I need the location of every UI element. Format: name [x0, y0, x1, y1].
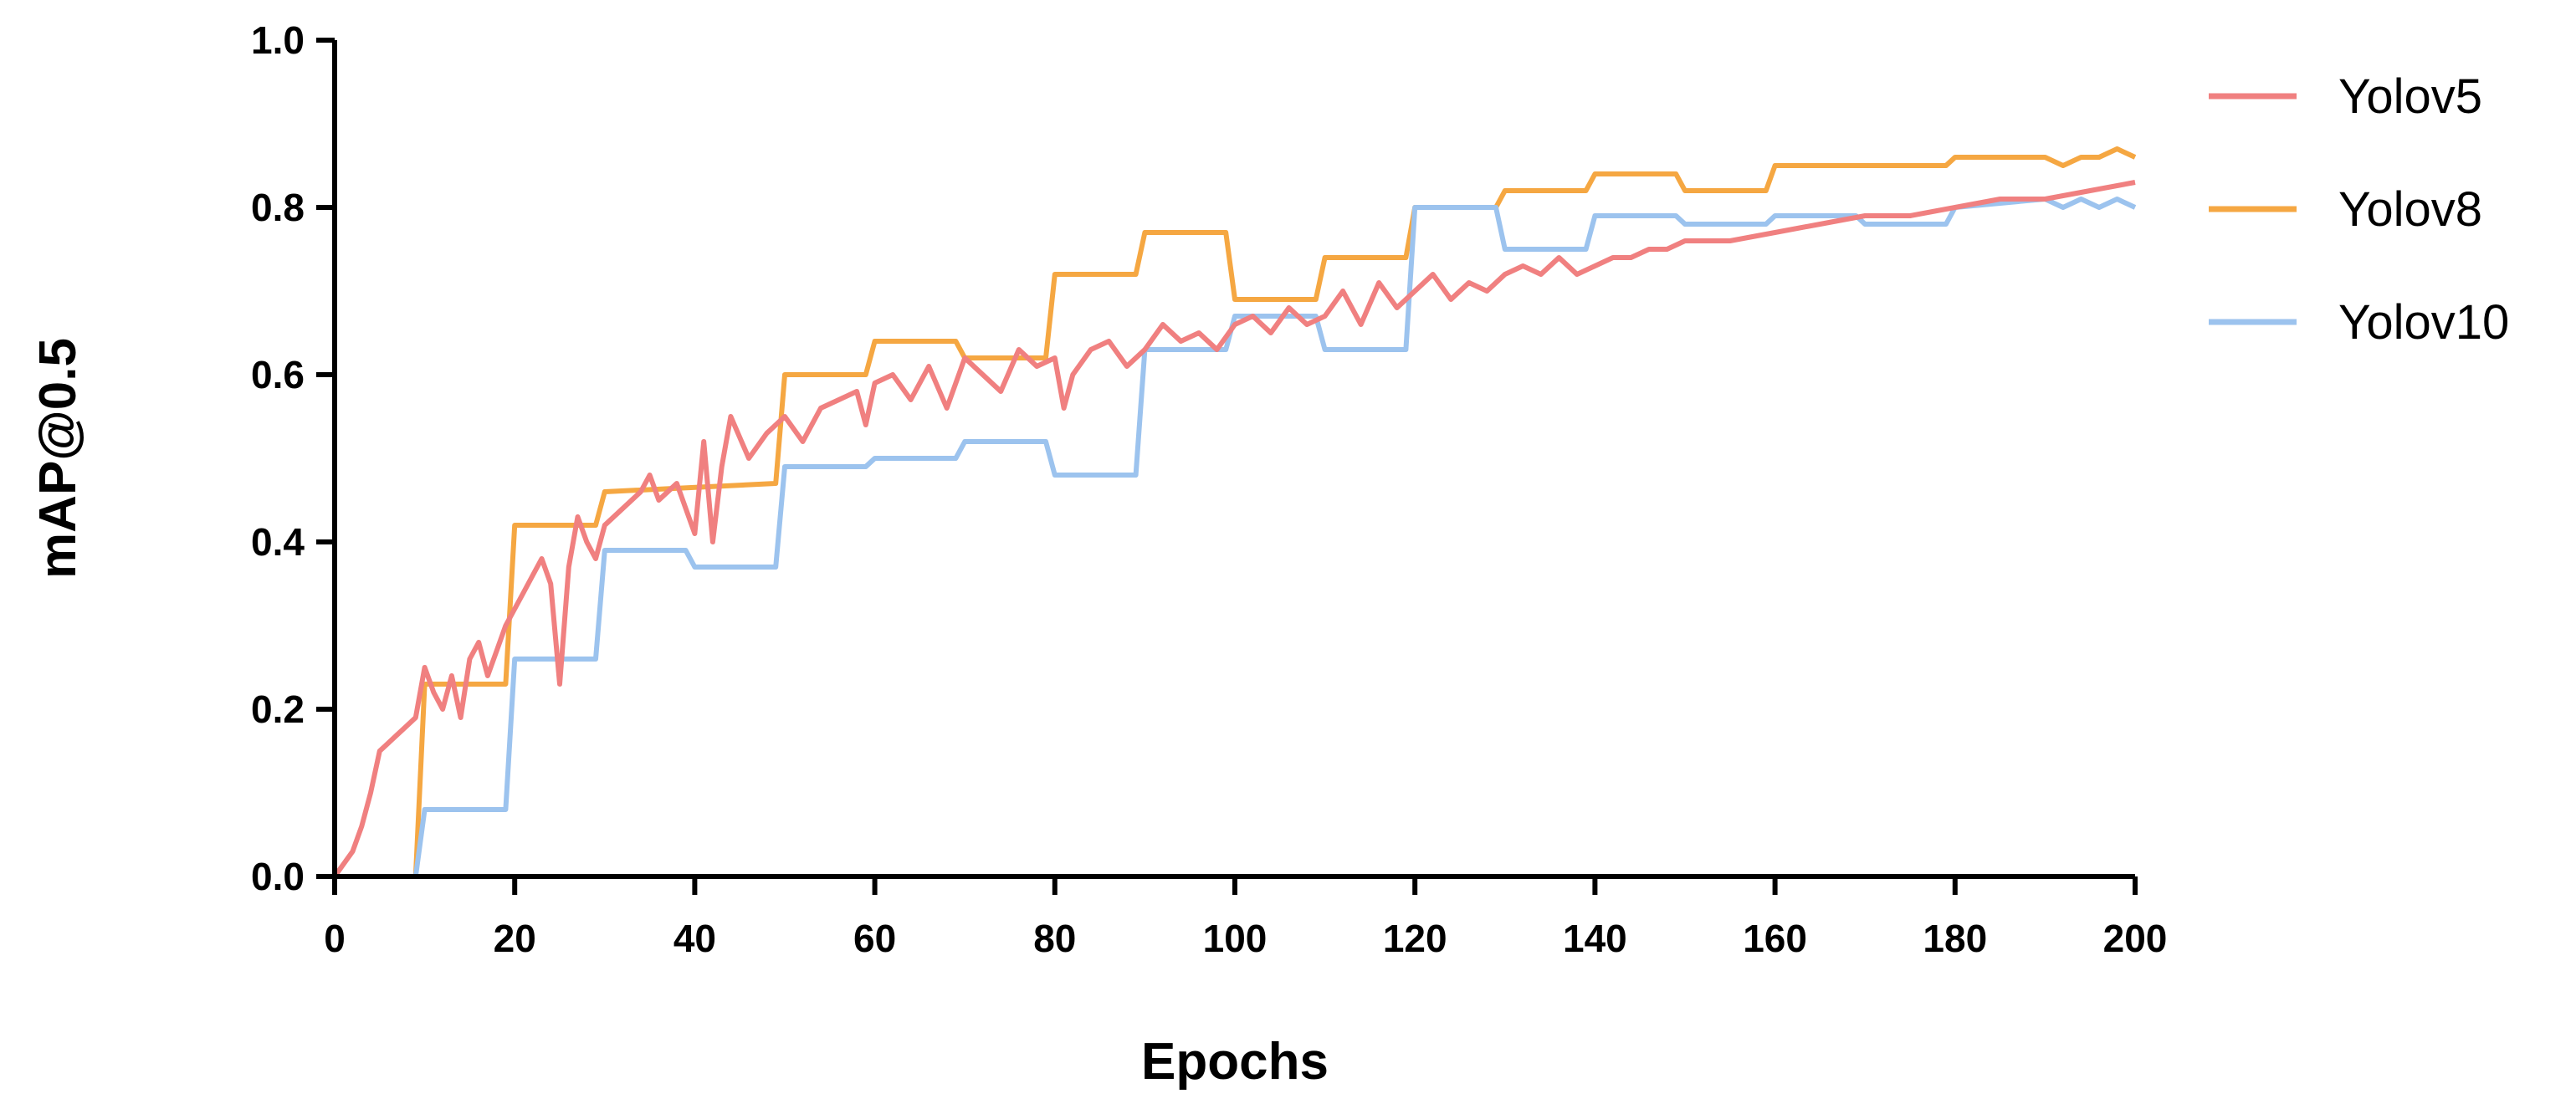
series-line-yolov5: [332, 180, 2136, 878]
x-tick-label: 140: [1563, 917, 1627, 960]
x-tick-label: 100: [1203, 917, 1268, 960]
x-tick-label: 60: [853, 917, 896, 960]
x-tick-label: 200: [2103, 917, 2168, 960]
y-ticks: 0.0 0.2 0.4 0.6 0.8 1.0: [251, 18, 335, 898]
series-line-yolov10: [335, 197, 2137, 879]
legend-label-yolov10: Yolov10: [2338, 295, 2509, 350]
x-tick-label: 80: [1033, 917, 1076, 960]
x-ticks: 0 20 40 60 80 100 120 140 160 180 200: [324, 876, 2167, 960]
legend-label-yolov8: Yolov8: [2338, 182, 2482, 237]
x-tick-label: 180: [1923, 917, 1987, 960]
y-tick-label: 0.4: [251, 520, 305, 564]
x-tick-label: 160: [1743, 917, 1807, 960]
x-tick-label: 0: [324, 917, 346, 960]
y-tick-label: 0.2: [251, 687, 305, 731]
legend-label-yolov5: Yolov5: [2338, 69, 2482, 124]
y-axis-title: mAP@0.5: [29, 338, 87, 579]
x-tick-label: 20: [494, 917, 536, 960]
y-tick-label: 1.0: [251, 18, 305, 62]
x-tick-label: 120: [1383, 917, 1447, 960]
y-tick-label: 0.0: [251, 855, 305, 898]
x-axis-title: Epochs: [1141, 1033, 1329, 1091]
y-tick-label: 0.8: [251, 186, 305, 229]
series-line-yolov8: [335, 146, 2137, 879]
legend: Yolov5 Yolov8 Yolov10: [2209, 69, 2509, 350]
y-tick-label: 0.6: [251, 353, 305, 396]
x-tick-label: 40: [673, 917, 716, 960]
plot-lines: [332, 146, 2137, 879]
